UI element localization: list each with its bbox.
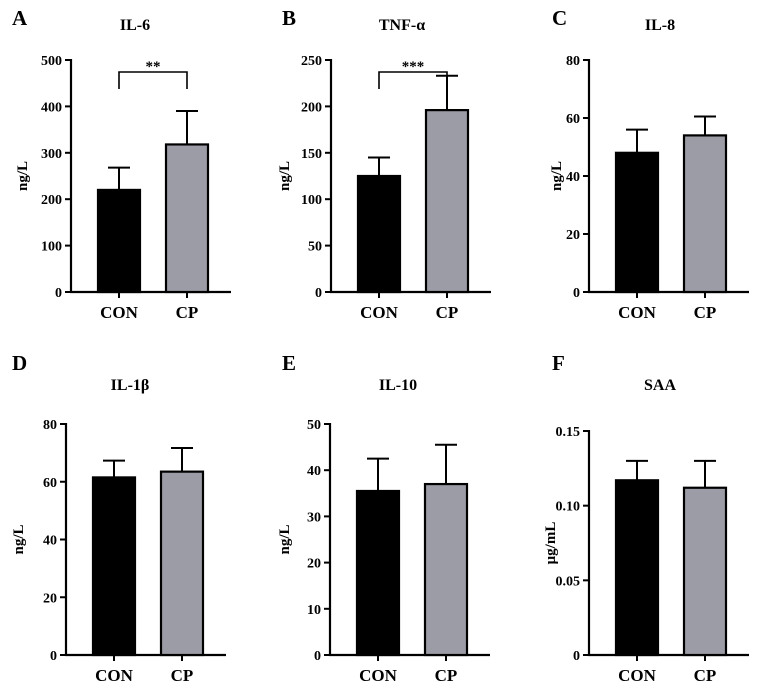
y-tick-label: 20	[307, 557, 321, 572]
y-tick-label: 200	[301, 100, 322, 115]
panel-d: D IL-1β ng/L 0 20 40 60 80 CON CP	[11, 351, 226, 685]
y-tick-label: 300	[41, 147, 62, 162]
panel-e: E IL-10 ng/L 0 10 20 30 40 50 CON CP	[277, 351, 490, 685]
x-category-label: CON	[360, 303, 399, 322]
bar-con	[96, 188, 142, 294]
y-tick-label: 0	[50, 649, 57, 664]
panel-title: IL-1β	[111, 377, 150, 394]
x-category-label: CP	[694, 303, 717, 322]
bar-cp	[159, 470, 205, 657]
x-category-label: CON	[618, 303, 657, 322]
y-tick-label: 20	[566, 228, 580, 243]
panel-letter: F	[552, 351, 565, 375]
y-tick-label: 0	[573, 649, 580, 664]
y-axis-label: ng/L	[277, 161, 293, 191]
y-tick-label: 80	[566, 54, 580, 69]
y-tick-label: 60	[43, 476, 57, 491]
y-tick-label: 60	[566, 112, 580, 127]
significance-label: **	[146, 59, 161, 75]
y-tick-label: 150	[301, 147, 322, 162]
y-tick-label: 40	[307, 464, 321, 479]
y-tick-label: 100	[41, 240, 62, 255]
x-category-label: CP	[694, 666, 717, 685]
y-tick-label: 250	[301, 54, 322, 69]
y-axis-label: μg/mL	[543, 522, 559, 565]
bar-cp	[424, 109, 470, 294]
y-axis-label: ng/L	[277, 524, 293, 554]
y-tick-label: 30	[307, 510, 321, 525]
y-tick-label: 0	[314, 649, 321, 664]
y-tick-label: 200	[41, 193, 62, 208]
x-category-label: CON	[100, 303, 139, 322]
panel-a: A IL-6 ng/L 0 100 200 300 400 500 CON CP **	[12, 6, 231, 322]
panel-title: IL-10	[379, 377, 417, 394]
panel-b: B TNF-α ng/L 0 50 100 150 200 250 CON CP ***	[277, 6, 491, 322]
panel-letter: D	[12, 351, 27, 375]
bar-cp	[682, 134, 728, 294]
panel-letter: E	[282, 351, 296, 375]
x-category-label: CP	[176, 303, 199, 322]
x-category-label: CP	[436, 303, 459, 322]
y-tick-label: 40	[43, 534, 57, 549]
y-tick-label: 0.15	[556, 425, 581, 440]
y-tick-label: 10	[307, 603, 321, 618]
bar-con	[614, 151, 660, 294]
y-tick-label: 0	[573, 286, 580, 301]
significance-bracket	[378, 71, 448, 89]
y-axis-label: ng/L	[11, 524, 27, 554]
bar-cp	[682, 486, 728, 657]
bar-con	[355, 489, 401, 657]
y-axis-label: ng/L	[549, 161, 565, 191]
panel-f: F SAA μg/mL 0 0.05 0.10 0.15 CON CP	[543, 351, 749, 685]
y-tick-label: 0.05	[556, 574, 581, 589]
panel-title: TNF-α	[379, 17, 425, 34]
panel-c: C IL-8 ng/L 0 20 40 60 80 CON CP	[549, 6, 749, 322]
bar-cp	[164, 143, 210, 294]
bar-con	[356, 174, 402, 294]
panel-letter: B	[282, 6, 296, 30]
panel-title: IL-6	[120, 17, 150, 34]
x-category-label: CON	[95, 666, 134, 685]
y-tick-label: 400	[41, 100, 62, 115]
y-tick-label: 0	[55, 286, 62, 301]
significance-bracket	[118, 71, 188, 89]
y-tick-label: 500	[41, 54, 62, 69]
x-category-label: CON	[359, 666, 398, 685]
panel-letter: C	[552, 6, 567, 30]
x-category-label: CP	[435, 666, 458, 685]
bar-cp	[423, 482, 469, 657]
x-category-label: CON	[618, 666, 657, 685]
y-tick-label: 40	[566, 170, 580, 185]
y-tick-label: 50	[307, 418, 321, 433]
y-tick-label: 50	[308, 240, 322, 255]
panel-title: IL-8	[645, 17, 675, 34]
significance-label: ***	[402, 59, 425, 75]
y-tick-label: 20	[43, 591, 57, 606]
panel-letter: A	[12, 6, 28, 30]
y-tick-label: 100	[301, 193, 322, 208]
y-tick-label: 0	[315, 286, 322, 301]
bar-con	[614, 479, 660, 657]
panel-title: SAA	[644, 377, 676, 394]
x-category-label: CP	[171, 666, 194, 685]
y-tick-label: 80	[43, 418, 57, 433]
bar-con	[91, 476, 137, 657]
y-axis-label: ng/L	[15, 161, 31, 191]
y-tick-label: 0.10	[556, 500, 581, 515]
